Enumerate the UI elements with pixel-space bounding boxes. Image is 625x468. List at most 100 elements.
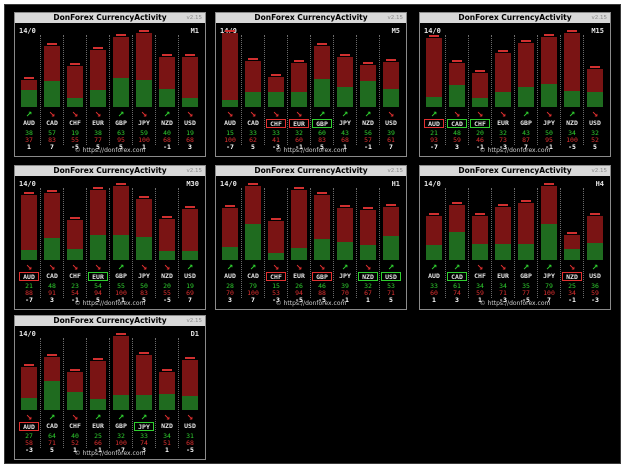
website-link[interactable]: © https://donforex.com [479, 147, 551, 154]
buy-activity-bar [182, 251, 198, 260]
currency-column-jpy: ↗ JPY 39 70 -1 [334, 186, 356, 304]
south-east-arrow-icon: ↘ [545, 110, 553, 119]
currency-column-nzd: ↘ NZD 32 67 1 [357, 186, 379, 304]
sell-activity-bar [426, 38, 442, 107]
sell-strength-value: 100 [543, 289, 555, 297]
net-strength-value: 1 [165, 446, 169, 454]
activity-bar [383, 186, 399, 260]
buy-strength-value: 48 [453, 129, 461, 137]
sell-strength-value: 70 [341, 289, 349, 297]
activity-bar [90, 33, 106, 107]
activity-bar [159, 33, 175, 107]
sell-strength-value: 83 [48, 136, 56, 144]
net-strength-value: -5 [163, 296, 171, 304]
buy-strength-value: 33 [249, 129, 257, 137]
bar-peak-marker [340, 205, 350, 207]
activity-bar [360, 186, 376, 260]
buy-activity-bar [291, 248, 307, 260]
buy-strength-value: 32 [117, 432, 125, 440]
net-strength-value: 5 [320, 143, 324, 151]
buy-strength-value: 32 [364, 282, 372, 290]
activity-bar [222, 33, 238, 107]
website-link[interactable]: © https://donforex.com [74, 450, 146, 457]
buy-strength-value: 48 [48, 282, 56, 290]
activity-bar [182, 336, 198, 410]
buy-activity-bar [587, 243, 603, 260]
north-east-arrow-icon: ↗ [318, 110, 326, 119]
website-link[interactable]: © https://donforex.com [275, 147, 347, 154]
buy-strength-value: 79 [545, 282, 553, 290]
north-east-arrow-icon: ↗ [522, 110, 530, 119]
timeframe-label: M15 [591, 27, 604, 35]
website-link[interactable]: © https://donforex.com [479, 300, 551, 307]
bar-peak-marker [139, 30, 149, 32]
buy-activity-bar [360, 81, 376, 107]
activity-bar [587, 33, 603, 107]
currency-column-gbp: ↗ GBP 43 87 7 [515, 33, 537, 151]
currency-code: NZD [161, 272, 173, 280]
buy-activity-bar [426, 245, 442, 260]
column-separator [63, 338, 64, 448]
buy-strength-value: 25 [94, 432, 102, 440]
buy-activity-bar [44, 381, 60, 410]
buy-activity-bar [222, 100, 238, 107]
buy-strength-value: 57 [48, 129, 56, 137]
north-east-arrow-icon: ↗ [226, 263, 234, 272]
buy-activity-bar [383, 89, 399, 107]
bar-peak-marker [544, 34, 554, 36]
buy-strength-value: 26 [295, 282, 303, 290]
bar-peak-marker [590, 213, 600, 215]
sell-activity-bar [90, 361, 106, 410]
currency-code: GBP [115, 422, 127, 430]
activity-bar [291, 186, 307, 260]
activity-bar [113, 186, 129, 260]
bar-peak-marker [544, 183, 554, 185]
sell-strength-value: 55 [163, 289, 171, 297]
currency-code: CAD [247, 119, 259, 127]
north-east-arrow-icon: ↗ [364, 110, 372, 119]
buy-activity-bar [495, 92, 511, 107]
currency-activity-panel-d1: DonForex CurrencyActivity v2.15 14/0 D1 ↘ AUD… [14, 315, 206, 460]
buy-activity-bar [67, 392, 83, 410]
currency-code: CAD [46, 272, 58, 280]
bar-peak-marker [93, 358, 103, 360]
bar-peak-marker [93, 47, 103, 49]
south-east-arrow-icon: ↘ [140, 263, 148, 272]
currency-code: CAD [247, 272, 259, 280]
website-link[interactable]: © https://donforex.com [275, 300, 347, 307]
sell-strength-value: 77 [94, 136, 102, 144]
currency-bars: ↗ AUD 21 93 -7 ↘ CAD 48 59 3 ↘ CHF 20 46 -1 ↘ EUR 32 73 -3 ↗… [423, 30, 607, 151]
sell-strength-value: 71 [499, 289, 507, 297]
column-separator [514, 35, 515, 145]
currency-code: JPY [339, 272, 351, 280]
buy-activity-bar [67, 98, 83, 107]
buy-activity-bar [518, 244, 534, 260]
panel-title-text: DonForex CurrencyActivity [254, 166, 368, 175]
column-separator [155, 35, 156, 145]
sell-activity-bar [67, 66, 83, 107]
bar-peak-marker [567, 30, 577, 32]
currency-code: CAD [447, 272, 467, 281]
website-link[interactable]: © https://donforex.com [74, 300, 146, 307]
net-strength-value: -3 [272, 296, 280, 304]
website-link[interactable]: © https://donforex.com [74, 147, 146, 154]
currency-column-aud: ↗ AUD 38 37 1 [18, 33, 40, 151]
activity-bar [90, 186, 106, 260]
sell-strength-value: 59 [476, 289, 484, 297]
net-strength-value: 7 [188, 296, 192, 304]
buy-activity-bar [268, 92, 284, 107]
column-separator [560, 188, 561, 298]
activity-bar [67, 33, 83, 107]
currency-code: GBP [312, 272, 332, 281]
bar-peak-marker [185, 206, 195, 208]
bar-peak-marker [317, 43, 327, 45]
currency-code: AUD [428, 272, 440, 280]
currency-code: CHF [470, 119, 490, 128]
currency-code: JPY [543, 272, 555, 280]
buy-activity-bar [159, 89, 175, 107]
column-separator [63, 188, 64, 298]
currency-column-usd: ↗ USD 36 59 -3 [584, 186, 606, 304]
bar-peak-marker [93, 187, 103, 189]
buy-activity-bar [564, 249, 580, 260]
bar-peak-marker [139, 352, 149, 354]
